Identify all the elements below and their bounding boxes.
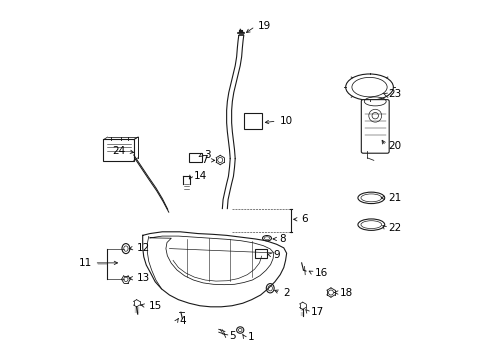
Text: 11: 11	[78, 258, 91, 268]
FancyBboxPatch shape	[244, 113, 262, 129]
Text: 17: 17	[310, 307, 324, 317]
FancyBboxPatch shape	[102, 139, 134, 161]
Text: 8: 8	[279, 234, 285, 244]
Text: 7: 7	[201, 156, 207, 165]
Text: 1: 1	[247, 332, 253, 342]
Text: 9: 9	[273, 250, 280, 260]
Text: 24: 24	[112, 147, 125, 157]
Text: 18: 18	[340, 288, 353, 297]
Text: 16: 16	[315, 268, 328, 278]
Text: 3: 3	[204, 150, 211, 160]
Text: 6: 6	[300, 214, 307, 224]
Text: 15: 15	[148, 301, 162, 311]
Text: 10: 10	[279, 116, 292, 126]
Text: 5: 5	[229, 331, 236, 341]
FancyBboxPatch shape	[189, 153, 201, 162]
Text: 19: 19	[258, 21, 271, 31]
Text: 12: 12	[136, 243, 149, 253]
Text: 21: 21	[387, 193, 401, 203]
Text: 14: 14	[193, 171, 206, 181]
Text: 2: 2	[283, 288, 289, 297]
Text: 13: 13	[136, 273, 149, 283]
Text: 20: 20	[387, 141, 401, 151]
Text: 22: 22	[387, 223, 401, 233]
FancyBboxPatch shape	[361, 100, 388, 153]
Text: 4: 4	[179, 316, 186, 326]
FancyBboxPatch shape	[254, 249, 267, 258]
Text: 23: 23	[387, 89, 401, 99]
